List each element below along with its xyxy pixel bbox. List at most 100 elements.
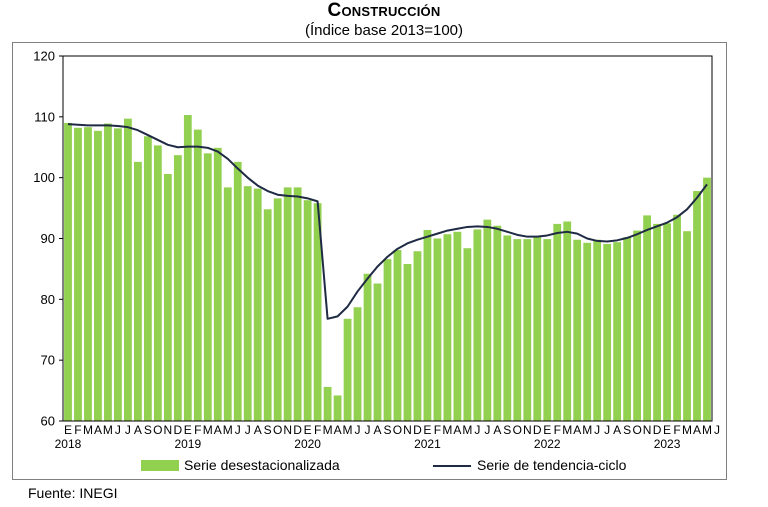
x-month-label: J xyxy=(714,423,720,437)
bar xyxy=(683,231,691,421)
bar xyxy=(293,187,302,421)
x-month-label: N xyxy=(523,423,532,437)
bar xyxy=(553,223,562,421)
x-year-label: 2019 xyxy=(174,437,201,451)
bar xyxy=(243,186,252,421)
x-month-label: M xyxy=(442,423,452,437)
x-month-label: J xyxy=(235,423,241,437)
x-month-label: S xyxy=(623,423,631,437)
bar xyxy=(84,127,92,422)
bar xyxy=(203,153,212,421)
x-month-label: A xyxy=(134,423,142,437)
x-month-label: O xyxy=(273,423,282,437)
bar xyxy=(593,239,602,421)
x-month-label: O xyxy=(393,423,402,437)
bar xyxy=(433,238,442,421)
legend-label-trend: Serie de tendencia-ciclo xyxy=(477,457,627,473)
bar xyxy=(373,283,382,421)
bar-series xyxy=(64,115,711,422)
x-month-label: A xyxy=(613,423,621,437)
chart-frame: 60 70 80 90 100 110 120 E F M A M J J A S O N D E F M A M J J A S O N… xyxy=(12,42,727,480)
x-month-label: F xyxy=(554,423,561,437)
x-month-label: M xyxy=(103,423,113,437)
legend-swatch-bars xyxy=(141,460,179,471)
x-month-label: F xyxy=(194,423,201,437)
source-note: Fuente: INEGI xyxy=(28,485,118,501)
bar xyxy=(94,130,102,421)
x-month-label: J xyxy=(125,423,131,437)
x-year-label: 2018 xyxy=(55,437,82,451)
x-month-label: D xyxy=(173,423,182,437)
legend-label-bars: Serie desestacionalizada xyxy=(184,457,340,473)
x-month-label: A xyxy=(334,423,342,437)
trend-series xyxy=(67,123,708,320)
bar xyxy=(173,155,182,421)
legend: Serie desestacionalizada Serie de tendenc… xyxy=(141,457,627,473)
x-month-label: M xyxy=(223,423,233,437)
bar xyxy=(213,147,222,422)
x-month-label: D xyxy=(533,423,542,437)
bar xyxy=(503,235,512,421)
bar xyxy=(563,221,572,421)
x-month-label: A xyxy=(94,423,102,437)
x-month-label: E xyxy=(663,423,671,437)
bar xyxy=(313,203,322,421)
bar xyxy=(493,225,502,421)
x-month-label: F xyxy=(434,423,441,437)
x-month-label: A xyxy=(493,423,501,437)
bar xyxy=(613,242,622,421)
bar xyxy=(453,231,462,421)
bar xyxy=(183,115,192,421)
bar xyxy=(413,251,422,421)
x-month-label: J xyxy=(474,423,480,437)
bar xyxy=(143,136,152,422)
bar xyxy=(643,215,651,421)
bar xyxy=(323,386,332,421)
x-month-label: M xyxy=(462,423,472,437)
x-month-label: M xyxy=(562,423,572,437)
x-month-label: N xyxy=(164,423,173,437)
y-tick-label: 100 xyxy=(33,170,55,185)
y-tick-label: 80 xyxy=(41,292,55,307)
x-month-label: J xyxy=(115,423,121,437)
bar xyxy=(673,214,681,421)
x-month-label: N xyxy=(643,423,652,437)
bar xyxy=(383,259,392,421)
x-month-label: E xyxy=(543,423,551,437)
x-month-label: O xyxy=(513,423,522,437)
bar xyxy=(473,229,482,422)
bar xyxy=(543,239,552,421)
x-month-label: J xyxy=(484,423,490,437)
bar xyxy=(523,239,532,421)
bar xyxy=(163,174,172,421)
y-tick-label: 90 xyxy=(41,231,55,246)
bar xyxy=(283,187,292,421)
x-month-label: S xyxy=(383,423,391,437)
x-month-label: D xyxy=(293,423,302,437)
x-month-label: M xyxy=(343,423,353,437)
x-month-label: A xyxy=(453,423,461,437)
bar xyxy=(343,318,352,421)
x-month-label: D xyxy=(413,423,422,437)
bar xyxy=(443,234,452,421)
y-tick-label: 110 xyxy=(34,109,55,124)
x-month-label: S xyxy=(144,423,152,437)
x-month-label: A xyxy=(214,423,222,437)
bar xyxy=(233,161,242,421)
x-month-label: S xyxy=(264,423,272,437)
x-month-label: D xyxy=(653,423,662,437)
bar xyxy=(153,145,162,421)
x-month-label: O xyxy=(632,423,641,437)
bar xyxy=(463,248,472,421)
x-month-label: O xyxy=(153,423,162,437)
bar xyxy=(124,118,132,421)
bar xyxy=(663,223,671,421)
x-month-label: M xyxy=(582,423,592,437)
bar xyxy=(703,177,711,421)
bar xyxy=(104,123,112,422)
x-month-label: J xyxy=(594,423,600,437)
bar xyxy=(423,229,432,421)
y-tick-label: 60 xyxy=(41,414,55,429)
x-year-label: 2020 xyxy=(294,437,321,451)
